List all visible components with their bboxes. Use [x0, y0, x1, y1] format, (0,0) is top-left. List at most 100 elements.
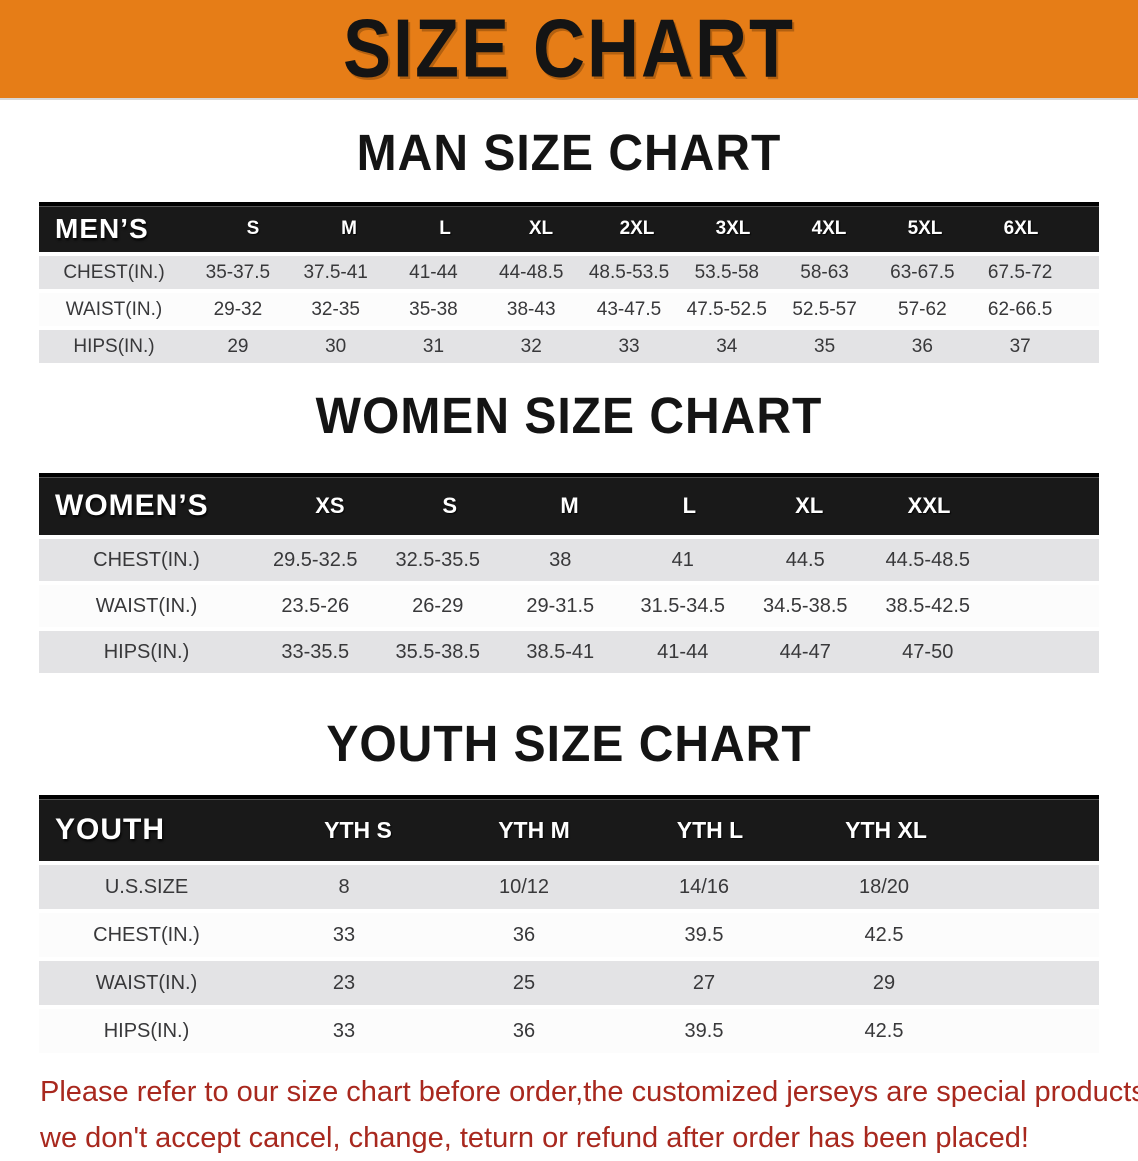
table-column-header: 4XL	[811, 218, 847, 239]
size-cell: 44-47	[779, 640, 831, 663]
size-cell: 42.5	[864, 1019, 904, 1042]
row-label: CHEST(IN.)	[93, 923, 200, 946]
row-label: HIPS(IN.)	[103, 1019, 190, 1042]
sections: MAN SIZE CHART MEN’S S M L XL 2XL 3XL 4XL 5XL 6XL C…	[0, 125, 1138, 1053]
section-0: MAN SIZE CHART MEN’S S M L XL 2XL 3XL 4XL 5XL 6XL C…	[0, 125, 1138, 363]
size-cell: 32	[520, 335, 542, 357]
size-cell: 26-29	[412, 594, 464, 617]
size-cell: 34	[716, 335, 738, 357]
row-label: U.S.SIZE	[104, 875, 189, 898]
size-cell: 37	[1009, 335, 1031, 357]
size-cell: 48.5-53.5	[588, 261, 670, 283]
size-cell: 41-44	[657, 640, 709, 663]
size-cell: 57-62	[898, 298, 947, 320]
table-header-row: YOUTH YTH S YTH M YTH L YTH XL	[39, 795, 1099, 861]
size-cell: 38.5-42.5	[885, 594, 970, 617]
table-column-header: L	[439, 218, 451, 239]
size-cell: 31	[422, 335, 445, 357]
table-column-header: XL	[528, 218, 554, 239]
table-row: HIPS(IN.) 33 36 39.5 42.5	[39, 1009, 1099, 1053]
size-table: WOMEN’S XS S M L XL XXL CHEST(IN.) 29.5-32.5 32.5…	[39, 473, 1099, 673]
table-header-label: YOUTH	[55, 813, 165, 846]
disclaimer: Please refer to our size chart before or…	[40, 1069, 1138, 1161]
table-column-header: M	[560, 493, 579, 518]
size-table: MEN’S S M L XL 2XL 3XL 4XL 5XL 6XL CHEST(IN.) 35-37…	[39, 202, 1099, 363]
table-column-header: YTH L	[676, 816, 744, 843]
size-cell: 39.5	[684, 923, 724, 946]
size-cell: 63-67.5	[890, 261, 955, 283]
table-column-header: XXL	[907, 493, 951, 518]
size-cell: 18/20	[858, 875, 910, 898]
table-header-row: WOMEN’S XS S M L XL XXL	[39, 473, 1099, 535]
table-column-header: 5XL	[907, 218, 943, 239]
table-row: HIPS(IN.) 29 30 31 32 33 34 35 36 37	[39, 330, 1099, 363]
size-cell: 29.5-32.5	[272, 548, 358, 571]
size-table: YOUTH YTH S YTH M YTH L YTH XL U.S.SIZE 8 10/12…	[39, 795, 1099, 1053]
size-cell: 23	[332, 971, 356, 994]
size-chart-banner: SIZE CHART	[0, 0, 1138, 100]
table-header-label: WOMEN’S	[55, 489, 209, 522]
table-header-label: MEN’S	[55, 213, 149, 244]
size-cell: 37.5-41	[303, 261, 368, 283]
table-header-row: MEN’S S M L XL 2XL 3XL 4XL 5XL 6XL	[39, 202, 1099, 252]
section-1: WOMEN SIZE CHART WOMEN’S XS S M L XL XXL CHEST(I…	[0, 391, 1138, 673]
table-row: HIPS(IN.) 33-35.5 35.5-38.5 38.5-41 41-44 44-…	[39, 631, 1099, 673]
row-label: WAIST(IN.)	[65, 298, 163, 320]
row-label: CHEST(IN.)	[93, 548, 200, 571]
banner-title: SIZE CHART	[343, 3, 795, 96]
table-column-header: S	[442, 493, 458, 518]
row-label: WAIST(IN.)	[95, 971, 198, 994]
row-label: CHEST(IN.)	[63, 261, 165, 283]
size-cell: 32.5-35.5	[395, 548, 480, 571]
size-cell: 25	[512, 971, 536, 994]
disclaimer-line-2: we don't accept cancel, change, teturn o…	[40, 1122, 1029, 1154]
size-cell: 47-50	[902, 640, 954, 663]
size-cell: 53.5-58	[694, 261, 760, 283]
table-column-header: 3XL	[715, 218, 751, 239]
size-cell: 29-32	[213, 298, 263, 320]
size-cell: 38.5-41	[526, 640, 595, 663]
size-cell: 10/12	[498, 875, 550, 898]
size-cell: 33	[618, 335, 640, 357]
size-cell: 43-47.5	[596, 298, 662, 320]
table-column-header: XS	[315, 493, 345, 518]
size-cell: 36	[911, 335, 933, 357]
size-cell: 62-66.5	[987, 298, 1053, 320]
size-cell: 14/16	[678, 875, 730, 898]
section-heading: MAN SIZE CHART	[356, 125, 782, 182]
table-column-header: YTH XL	[845, 816, 927, 843]
size-cell: 29	[227, 335, 249, 357]
table-row: WAIST(IN.) 23.5-26 26-29 29-31.5 31.5-34.5 34…	[39, 585, 1099, 627]
size-cell: 47.5-52.5	[686, 298, 767, 320]
size-cell: 29-31.5	[526, 594, 595, 617]
size-cell: 36	[512, 1019, 536, 1042]
size-cell: 35.5-38.5	[395, 640, 480, 663]
row-label: HIPS(IN.)	[73, 335, 155, 357]
size-cell: 31.5-34.5	[640, 594, 725, 617]
size-cell: 34.5-38.5	[762, 594, 848, 617]
size-cell: 58-63	[800, 261, 849, 283]
size-cell: 33-35.5	[281, 640, 350, 663]
size-cell: 39.5	[684, 1019, 724, 1042]
size-cell: 44.5	[785, 548, 825, 571]
table-column-header: M	[341, 218, 357, 239]
size-cell: 41-44	[409, 261, 458, 283]
size-cell: 33	[332, 923, 356, 946]
size-cell: 33	[332, 1019, 356, 1042]
size-cell: 8	[338, 875, 350, 898]
table-column-header: L	[682, 493, 697, 518]
table-row: U.S.SIZE 8 10/12 14/16 18/20	[39, 865, 1099, 909]
size-cell: 29	[872, 971, 896, 994]
size-cell: 52.5-57	[792, 298, 857, 320]
row-label: HIPS(IN.)	[103, 640, 190, 663]
size-cell: 35-37.5	[205, 261, 271, 283]
size-cell: 35-38	[409, 298, 458, 320]
size-cell: 41	[671, 548, 694, 571]
table-column-header: 2XL	[619, 218, 655, 239]
table-column-header: XL	[795, 493, 824, 518]
size-cell: 30	[325, 335, 347, 357]
size-cell: 38	[549, 548, 572, 571]
size-cell: 27	[692, 971, 716, 994]
table-column-header: YTH S	[324, 816, 392, 843]
table-column-header: 6XL	[1003, 218, 1039, 239]
